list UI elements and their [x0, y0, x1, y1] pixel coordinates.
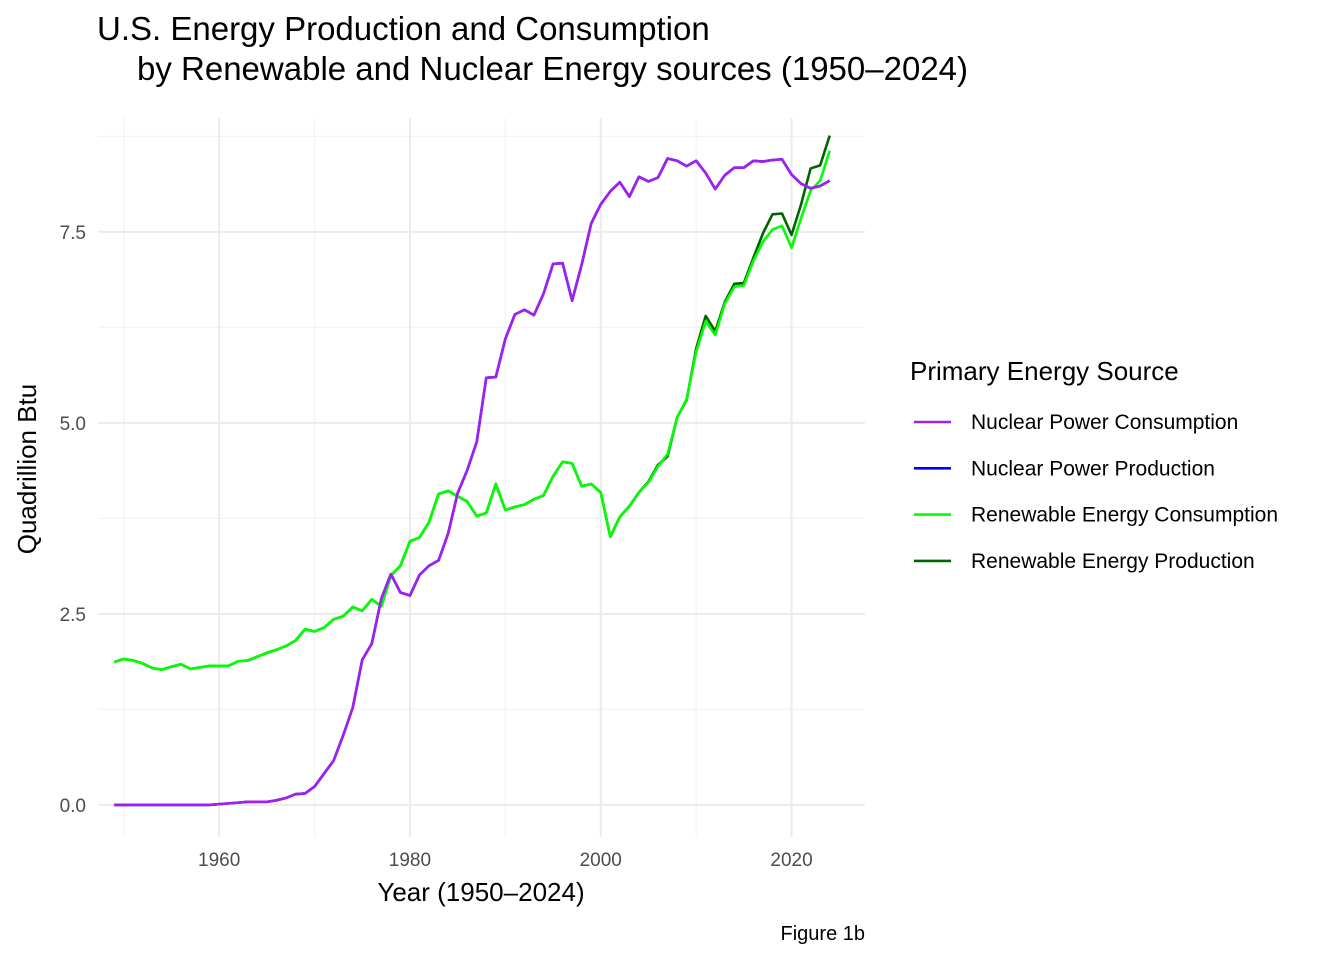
x-axis-ticks: 1960 1980 2000 2020 — [198, 850, 813, 871]
y-tick-label: 5.0 — [60, 414, 86, 435]
y-tick-label: 7.5 — [60, 223, 86, 244]
x-axis-title: Year (1950–2024) — [377, 877, 584, 907]
x-tick-label: 1980 — [389, 850, 431, 871]
legend-title: Primary Energy Source — [910, 356, 1179, 386]
grid-lines — [98, 118, 865, 837]
series-line-renewable-energy-consumption — [113, 150, 831, 671]
y-axis-ticks: 0.0 2.5 5.0 7.5 — [60, 223, 86, 817]
series-lines — [113, 135, 831, 807]
legend-label: Renewable Energy Consumption — [971, 504, 1278, 527]
legend-label: Renewable Energy Production — [971, 550, 1255, 573]
chart-title-line2: by Renewable and Nuclear Energy sources … — [137, 50, 968, 87]
x-tick-label: 2000 — [580, 850, 622, 871]
legend-label: Nuclear Power Consumption — [971, 411, 1238, 434]
x-tick-label: 1960 — [198, 850, 240, 871]
legend-label: Nuclear Power Production — [971, 457, 1215, 480]
figure-caption: Figure 1b — [781, 923, 866, 945]
chart-title-line1: U.S. Energy Production and Consumption — [97, 10, 710, 47]
y-tick-label: 2.5 — [60, 605, 86, 626]
y-axis-title: Quadrillion Btu — [12, 384, 42, 555]
x-tick-label: 2020 — [770, 850, 812, 871]
legend: Primary Energy Source Nuclear Power Cons… — [910, 356, 1278, 573]
series-line-nuclear-power-consumption — [114, 157, 831, 807]
y-tick-label: 0.0 — [60, 796, 86, 817]
